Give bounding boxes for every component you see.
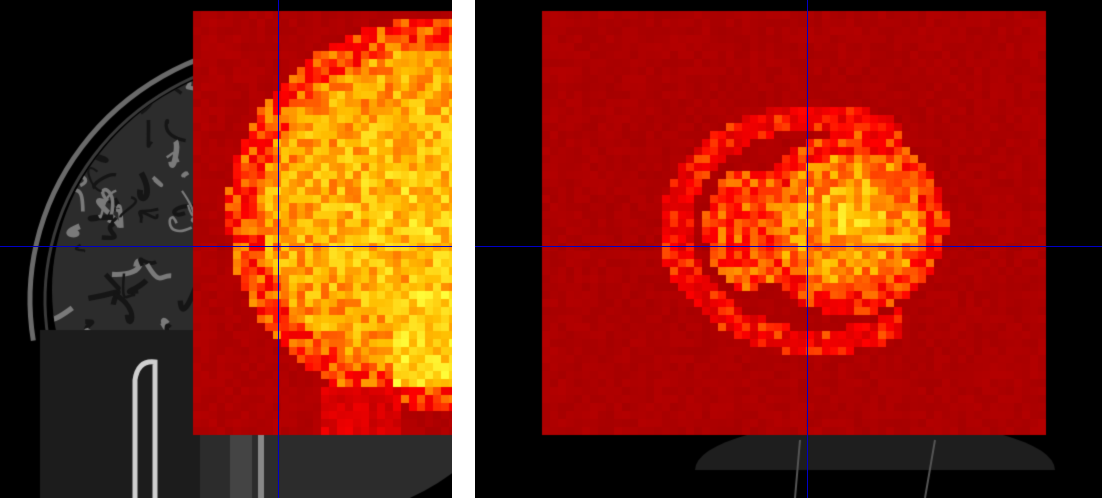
sagittal-view-pane[interactable]: [0, 0, 452, 498]
coronal-view-pane[interactable]: [475, 0, 1102, 498]
sagittal-brain-image: [0, 0, 452, 498]
coronal-brain-image: [475, 0, 1102, 498]
